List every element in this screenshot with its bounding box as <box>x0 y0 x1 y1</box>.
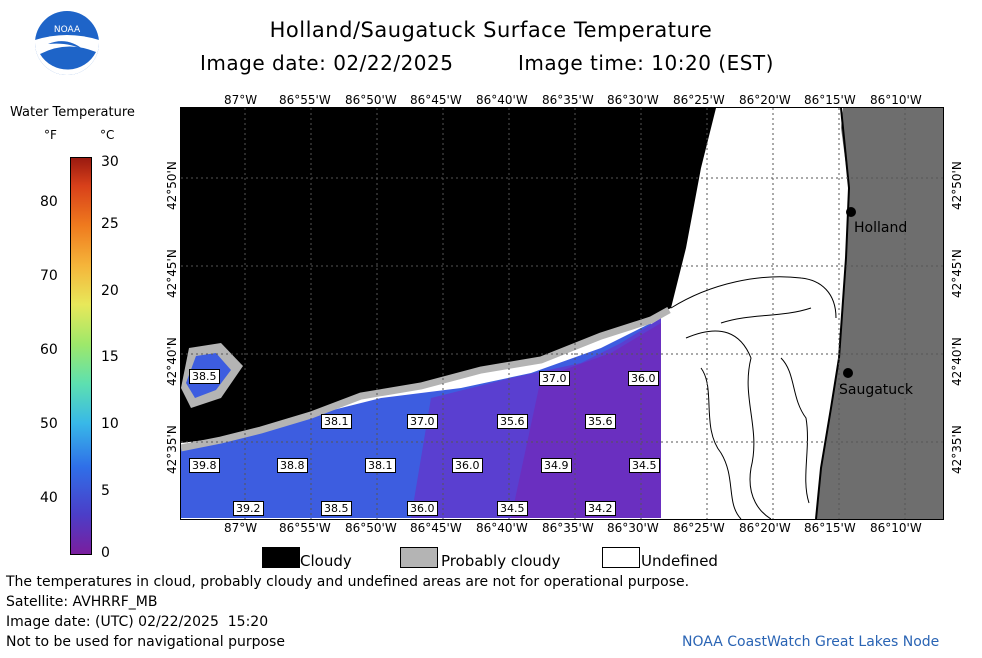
city-label-holland: Holland <box>854 220 908 236</box>
colorbar <box>70 157 92 555</box>
contour-lines <box>670 276 837 519</box>
temp-label: 34.2 <box>585 501 616 516</box>
legend-label-cloudy: Cloudy <box>300 552 352 570</box>
colorbar-title: Water Temperature <box>10 105 135 120</box>
lon-label-bottom: 86°40'W <box>476 521 528 535</box>
probably-cloudy-fringe <box>181 306 671 452</box>
graticule <box>181 108 943 519</box>
lon-label-bottom: 86°55'W <box>279 521 331 535</box>
temp-label: 36.0 <box>628 371 659 386</box>
temp-label: 38.5 <box>189 369 220 384</box>
legend-label-undefined: Undefined <box>641 552 718 570</box>
c-tick-10: 10 <box>101 416 119 432</box>
lon-label-top: 86°35'W <box>542 93 594 107</box>
temp-label: 37.0 <box>539 371 570 386</box>
unit-f: °F <box>44 128 57 142</box>
lon-label-bottom: 86°30'W <box>607 521 659 535</box>
temp-label: 39.2 <box>233 501 264 516</box>
land-area <box>816 108 943 519</box>
c-tick-5: 5 <box>101 483 110 499</box>
logo-text: NOAA <box>54 25 81 35</box>
legend-label-probably-cloudy: Probably cloudy <box>441 552 561 570</box>
lon-label-top: 86°55'W <box>279 93 331 107</box>
lon-label-top: 86°40'W <box>476 93 528 107</box>
lon-label-top: 86°15'W <box>804 93 856 107</box>
temp-label: 35.6 <box>585 414 616 429</box>
legend-swatch-probably-cloudy <box>400 547 438 568</box>
c-tick-0: 0 <box>101 545 110 561</box>
temp-label: 37.0 <box>407 414 438 429</box>
lat-label-left: 42°35'N <box>165 425 179 474</box>
f-tick-60: 60 <box>40 342 58 358</box>
disclaimer-text: The temperatures in cloud, probably clou… <box>6 574 690 590</box>
lon-label-bottom: 86°35'W <box>542 521 594 535</box>
map-frame: Holland Saugatuck 38.5 37.0 36.0 38.1 37… <box>180 107 944 520</box>
lon-label-bottom: 86°15'W <box>804 521 856 535</box>
lat-label-right: 42°35'N <box>950 425 964 474</box>
f-tick-40: 40 <box>40 490 58 506</box>
legend-swatch-undefined <box>602 547 640 568</box>
lon-label-top: 86°10'W <box>870 93 922 107</box>
image-time: Image time: 10:20 (EST) <box>518 51 774 75</box>
temp-label: 39.8 <box>189 458 220 473</box>
c-tick-30: 30 <box>101 154 119 170</box>
temp-label: 34.9 <box>541 458 572 473</box>
cloud-area <box>181 108 716 443</box>
page-title: Holland/Saugatuck Surface Temperature <box>269 18 713 42</box>
lon-label-bottom: 86°10'W <box>870 521 922 535</box>
f-tick-50: 50 <box>40 416 58 432</box>
temp-label: 35.6 <box>497 414 528 429</box>
lon-label-top: 86°30'W <box>607 93 659 107</box>
utc-date-text: Image date: (UTC) 02/22/2025 15:20 <box>6 614 269 630</box>
c-tick-20: 20 <box>101 283 119 299</box>
lon-label-top: 86°20'W <box>739 93 791 107</box>
lon-label-bottom: 86°20'W <box>739 521 791 535</box>
credit-text: NOAA CoastWatch Great Lakes Node <box>682 634 940 650</box>
lat-label-left: 42°45'N <box>165 249 179 298</box>
lon-label-top: 86°25'W <box>673 93 725 107</box>
navigation-warning: Not to be used for navigational purpose <box>6 634 285 650</box>
temp-label: 38.1 <box>365 458 396 473</box>
temp-label: 38.8 <box>277 458 308 473</box>
temp-label: 38.1 <box>321 414 352 429</box>
satellite-text: Satellite: AVHRRF_MB <box>6 594 158 610</box>
lat-label-right: 42°45'N <box>950 249 964 298</box>
image-date: Image date: 02/22/2025 <box>200 51 454 75</box>
noaa-logo: NOAA <box>34 10 100 76</box>
lat-label-right: 42°50'N <box>950 161 964 210</box>
c-tick-15: 15 <box>101 349 119 365</box>
unit-c: °C <box>100 128 115 142</box>
lon-label-top: 86°50'W <box>345 93 397 107</box>
lon-label-bottom: 87°W <box>224 521 258 535</box>
lon-label-top: 87°W <box>224 93 258 107</box>
lon-label-bottom: 86°50'W <box>345 521 397 535</box>
lon-label-bottom: 86°45'W <box>410 521 462 535</box>
temp-label: 36.0 <box>407 501 438 516</box>
city-label-saugatuck: Saugatuck <box>839 382 913 398</box>
saugatuck-marker <box>843 368 853 378</box>
lat-label-right: 42°40'N <box>950 337 964 386</box>
lon-label-top: 86°45'W <box>410 93 462 107</box>
temp-label: 36.0 <box>452 458 483 473</box>
c-tick-25: 25 <box>101 216 119 232</box>
temp-label: 34.5 <box>497 501 528 516</box>
lat-label-left: 42°40'N <box>165 337 179 386</box>
temp-label: 34.5 <box>629 458 660 473</box>
lon-label-bottom: 86°25'W <box>673 521 725 535</box>
temp-label: 38.5 <box>321 501 352 516</box>
lat-label-left: 42°50'N <box>165 161 179 210</box>
f-tick-80: 80 <box>40 194 58 210</box>
f-tick-70: 70 <box>40 268 58 284</box>
legend-swatch-cloudy <box>262 547 300 568</box>
holland-marker <box>846 207 856 217</box>
